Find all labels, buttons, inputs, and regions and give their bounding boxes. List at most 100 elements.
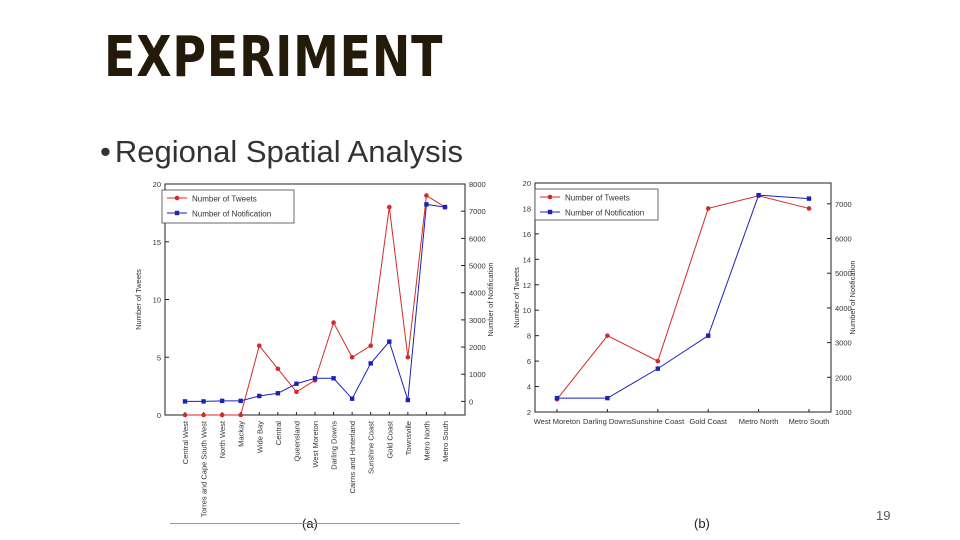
chart-a-y2tick-label: 8000 — [469, 180, 486, 189]
chart-a-notification-point — [312, 376, 318, 381]
chart-a-tweets-point — [201, 412, 206, 418]
chart-a-notification-point — [219, 398, 225, 404]
chart-a-notification-point — [238, 398, 243, 404]
chart-a-notification-point — [201, 399, 206, 404]
chart-a-ytick-label: 15 — [153, 238, 161, 247]
chart-b-legend-box — [534, 188, 659, 221]
chart-b-notification-point — [605, 395, 610, 401]
chart-a-xtick-label: Mackay — [237, 421, 246, 447]
chart-a-xtick-label: Torres and Cape South West — [200, 420, 209, 517]
chart-b-y2tick-label: 7000 — [835, 200, 852, 209]
chart-b-legend-marker — [547, 209, 553, 215]
chart-b-ytick-label: 8 — [527, 332, 531, 341]
chart-a-xtick-label: Cairns and Hinterland — [348, 421, 357, 494]
chart-a-notification-point — [275, 391, 281, 396]
chart-b-ytick-label: 2 — [527, 408, 531, 417]
chart-a-tweets-point — [256, 343, 262, 348]
chart-a-ytick-label: 0 — [157, 411, 161, 420]
chart-a-notification-point — [442, 204, 448, 210]
chart-b-series-tweets-line — [556, 195, 810, 400]
chart-b-ytick-label: 20 — [523, 179, 531, 188]
chart-b-notification-point — [806, 196, 812, 201]
chart-a-y2tick-label: 4000 — [469, 289, 486, 298]
chart-a-tweets-point — [275, 366, 281, 372]
chart-b-ylabel: Number of Tweets — [512, 267, 521, 328]
chart-b-legend-label: Number of Notification — [565, 209, 644, 218]
chart-a-notification-point — [349, 396, 355, 401]
chart-a-notification-point — [387, 339, 392, 344]
chart-b-xtick-label: Metro North — [739, 417, 779, 426]
chart-a-y2tick-label: 0 — [469, 397, 473, 406]
chart-a-ytick-label: 20 — [153, 180, 161, 189]
chart-a-legend-label: Number of Tweets — [192, 195, 257, 204]
chart-a-notification-point — [182, 399, 188, 404]
chart-a-y2tick-label: 1000 — [469, 370, 486, 379]
chart-a-tweets-point — [405, 354, 411, 360]
chart-a-notification-point — [257, 393, 262, 399]
chart-a-xtick-label: Townsville — [404, 421, 413, 455]
chart-b-tweets-point — [605, 333, 610, 338]
chart-b-ytick-label: 14 — [523, 255, 531, 264]
chart-b-ytick-label: 10 — [523, 306, 531, 315]
chart-a-xtick-label: Metro South — [441, 421, 450, 462]
chart-b-series-notification-line — [557, 194, 810, 399]
chart-a-legend-box — [161, 189, 295, 224]
chart-a-series-notification-line — [185, 203, 446, 402]
chart-a-y2tick-label: 5000 — [469, 262, 486, 271]
chart-a-tweets-point — [424, 193, 429, 198]
chart-a-xtick-label: Gold Coast — [385, 420, 394, 458]
chart-b-y2tick-label: 4000 — [835, 304, 852, 313]
chart-b-y2tick-label: 2000 — [835, 373, 852, 382]
bullet-item: • Regional Spatial Analysis — [100, 136, 463, 167]
chart-a-notification-point — [294, 381, 299, 386]
chart-a-legend-marker — [174, 195, 180, 201]
chart-b-caption: (b) — [694, 516, 710, 531]
chart-a-xtick-label: Sunshine Coast — [367, 420, 376, 474]
chart-a-notification-point — [424, 202, 429, 207]
chart-b-y2tick-label: 6000 — [835, 235, 852, 244]
chart-b-tweets-point — [705, 206, 711, 211]
chart-a-tweets-point — [219, 412, 225, 418]
chart-b-y2tick-label: 3000 — [835, 339, 852, 348]
chart-b-ytick-label: 12 — [523, 281, 531, 290]
chart-a-xtick-label: Central — [274, 421, 283, 446]
chart-a-notification-point — [368, 361, 373, 366]
chart-b-notification-point — [554, 395, 560, 401]
chart-a-xtick-label: Metro North — [422, 421, 431, 461]
chart-a-notification-point — [405, 397, 411, 403]
chart-a-ytick-label: 10 — [153, 296, 161, 305]
chart-b-y2tick-label: 5000 — [835, 269, 852, 278]
chart-a-tweets-point — [368, 343, 374, 348]
chart-a-y2tick-label: 7000 — [469, 207, 486, 216]
bullet-dot: • — [100, 134, 111, 169]
chart-a-notification-point — [331, 376, 336, 381]
chart-b-y2label: Number of Notification — [848, 260, 857, 334]
chart-b-ytick-label: 18 — [523, 204, 531, 213]
chart-b-plot-frame — [534, 182, 832, 413]
chart-b-notification-point — [756, 192, 761, 198]
chart-b-xtick-label: Darling Downs — [583, 417, 632, 426]
chart-a-xtick-label: Queensland — [292, 421, 301, 461]
chart-a-xtick-label: Darling Downs — [330, 421, 339, 470]
chart-a-ytick-label: 5 — [157, 353, 161, 362]
chart-a-tweets-point — [349, 354, 355, 360]
chart-a-y2tick-label: 2000 — [469, 343, 486, 352]
chart-a: 0 5 10 15 20 0 1000 2000 3000 4000 5000 6000 7000 800… — [134, 180, 495, 517]
chart-a-tweets-point — [386, 204, 392, 210]
chart-a-xtick-label: North West — [218, 420, 227, 458]
chart-a-y2tick-label: 3000 — [469, 316, 486, 325]
chart-b-ytick-label: 4 — [527, 383, 531, 392]
chart-b-tweets-point — [655, 358, 661, 364]
page-number: 19 — [876, 508, 891, 523]
chart-b-xtick-label: Metro South — [789, 417, 830, 426]
chart-b-xtick-label: Sunshine Coast — [631, 417, 685, 426]
chart-b-legend-marker — [547, 194, 553, 200]
chart-a-legend-label: Number of Notification — [192, 210, 271, 219]
chart-a-y2tick-label: 6000 — [469, 234, 486, 243]
chart-a-xtick-label: West Moreton — [311, 421, 320, 468]
chart-b-xtick-label: West Moreton — [534, 417, 581, 426]
slide-title: EXPERIMENT — [104, 25, 444, 90]
chart-b-notification-point — [655, 366, 660, 371]
chart-a-y2label: Number of Notification — [486, 262, 495, 336]
chart-b-notification-point — [706, 333, 711, 338]
